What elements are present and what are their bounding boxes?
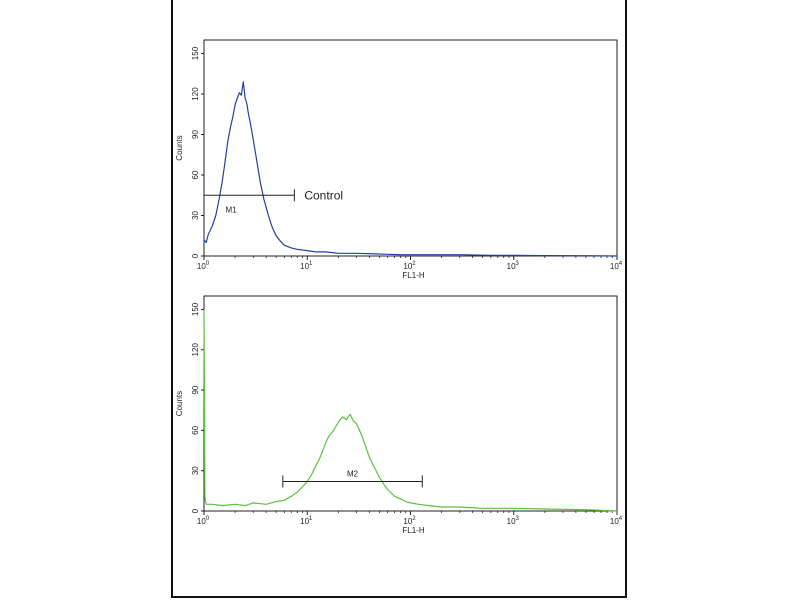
x-axis-title: FL1-H xyxy=(402,526,424,535)
y-tick-label: 90 xyxy=(191,130,200,139)
y-tick-label: 30 xyxy=(191,466,200,475)
histogram-trace xyxy=(203,81,618,257)
histogram-panel-bottom: 0 30 60 90 120 150 Counts 100 101 102 103 104 FL1-H M… xyxy=(175,295,623,535)
x-tick-label: 104 xyxy=(610,516,623,526)
plot-area xyxy=(203,39,618,257)
y-tick-label: 30 xyxy=(191,211,200,220)
y-axis-title: Counts xyxy=(175,391,184,416)
x-axis-title: FL1-H xyxy=(402,271,424,280)
y-tick-label: 0 xyxy=(191,253,200,258)
y-tick-label: 120 xyxy=(191,343,200,357)
x-tick-label: 101 xyxy=(300,261,313,271)
y-tick-label: 0 xyxy=(191,508,200,513)
y-tick-label: 60 xyxy=(191,425,200,434)
x-tick-label: 102 xyxy=(403,261,416,271)
x-tick-label: 100 xyxy=(197,261,210,271)
histogram-trace xyxy=(203,309,618,512)
figure-frame xyxy=(171,0,627,598)
y-tick-label: 150 xyxy=(191,302,200,316)
y-axis-title: Counts xyxy=(175,135,184,160)
x-tick-label: 101 xyxy=(300,516,313,526)
x-tick-label: 103 xyxy=(507,516,520,526)
marker-label: M2 xyxy=(347,469,359,478)
x-tick-label: 104 xyxy=(610,261,623,271)
marker-label: M1 xyxy=(225,205,237,214)
plot-area xyxy=(203,295,618,512)
x-tick-label: 100 xyxy=(197,516,210,526)
y-tick-label: 120 xyxy=(191,87,200,101)
x-tick-label: 103 xyxy=(507,261,520,271)
y-tick-label: 60 xyxy=(191,170,200,179)
control-annotation: Control xyxy=(304,188,343,202)
histogram-panel-top: 0 30 60 90 120 150 Counts 100 101 102 103 104 FL1-H M… xyxy=(175,39,623,280)
y-tick-label: 150 xyxy=(191,46,200,60)
y-tick-label: 90 xyxy=(191,385,200,394)
x-tick-label: 102 xyxy=(403,516,416,526)
